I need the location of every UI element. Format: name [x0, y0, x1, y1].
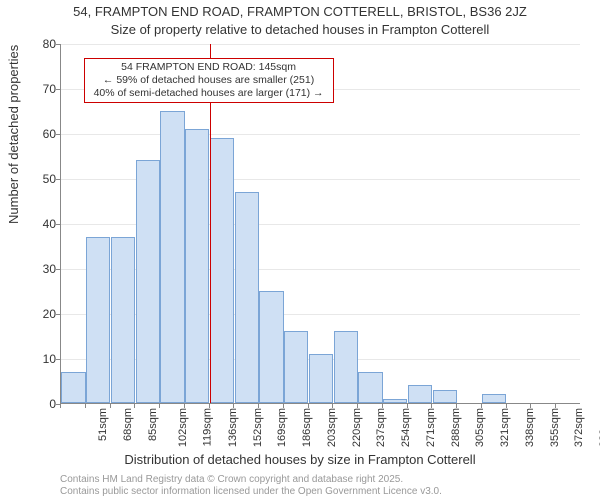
x-tick-label: 321sqm: [499, 408, 511, 447]
x-tick-mark: [332, 404, 333, 408]
histogram-bar: [309, 354, 333, 404]
histogram-bar: [284, 331, 308, 403]
gridline: [61, 134, 580, 135]
histogram-bar: [160, 111, 184, 404]
annot-line-property: 54 FRAMPTON END ROAD: 145sqm: [89, 61, 329, 74]
histogram-bar: [61, 372, 85, 404]
x-tick-mark: [209, 404, 210, 408]
x-tick-label: 372sqm: [574, 408, 586, 447]
histogram-bar: [185, 129, 209, 404]
y-tick-mark: [56, 359, 60, 360]
histogram-bar: [408, 385, 432, 403]
x-tick-mark: [382, 404, 383, 408]
x-tick-mark: [506, 404, 507, 408]
chart-title-address: 54, FRAMPTON END ROAD, FRAMPTON COTTEREL…: [0, 4, 600, 19]
histogram-bar: [210, 138, 234, 404]
x-tick-mark: [110, 404, 111, 408]
x-tick-mark: [159, 404, 160, 408]
histogram-bar: [433, 390, 457, 404]
y-tick-mark: [56, 269, 60, 270]
x-tick-label: 119sqm: [201, 408, 213, 446]
x-tick-label: 51sqm: [97, 408, 109, 441]
x-axis-label: Distribution of detached houses by size …: [0, 452, 600, 467]
x-tick-mark: [431, 404, 432, 408]
y-tick-mark: [56, 179, 60, 180]
y-tick-label: 0: [34, 397, 56, 411]
y-tick-label: 70: [34, 82, 56, 96]
x-tick-mark: [60, 404, 61, 408]
footer-line-1: Contains HM Land Registry data © Crown c…: [60, 474, 403, 486]
x-tick-label: 203sqm: [326, 408, 338, 447]
chart-title-subtitle: Size of property relative to detached ho…: [0, 22, 600, 37]
histogram-bar: [334, 331, 358, 403]
x-tick-mark: [456, 404, 457, 408]
y-tick-mark: [56, 89, 60, 90]
x-tick-mark: [357, 404, 358, 408]
x-tick-label: 68sqm: [122, 408, 134, 441]
x-tick-mark: [530, 404, 531, 408]
histogram-bar: [111, 237, 135, 404]
histogram-bar: [259, 291, 283, 404]
x-tick-mark: [134, 404, 135, 408]
x-tick-label: 136sqm: [227, 408, 239, 447]
y-tick-mark: [56, 224, 60, 225]
y-tick-label: 20: [34, 307, 56, 321]
y-tick-label: 30: [34, 262, 56, 276]
x-tick-label: 220sqm: [351, 408, 363, 447]
histogram-bar: [136, 160, 160, 403]
histogram-bar: [383, 399, 407, 404]
y-tick-label: 40: [34, 217, 56, 231]
x-tick-label: 169sqm: [276, 408, 288, 447]
x-tick-mark: [233, 404, 234, 408]
annot-line-smaller: ← 59% of detached houses are smaller (25…: [89, 74, 329, 87]
x-tick-mark: [407, 404, 408, 408]
x-tick-label: 186sqm: [301, 408, 313, 447]
gridline: [61, 44, 580, 45]
x-tick-label: 237sqm: [376, 408, 388, 447]
footer-line-2: Contains public sector information licen…: [60, 486, 442, 498]
x-tick-label: 271sqm: [425, 408, 437, 447]
marker-annotation-box: 54 FRAMPTON END ROAD: 145sqm ← 59% of de…: [84, 58, 334, 103]
y-tick-mark: [56, 44, 60, 45]
x-tick-label: 305sqm: [475, 408, 487, 447]
x-tick-mark: [283, 404, 284, 408]
x-tick-label: 355sqm: [549, 408, 561, 447]
x-tick-mark: [308, 404, 309, 408]
x-tick-mark: [85, 404, 86, 408]
histogram-bar: [86, 237, 110, 404]
x-tick-label: 288sqm: [450, 408, 462, 447]
x-tick-label: 152sqm: [252, 408, 264, 447]
y-tick-label: 50: [34, 172, 56, 186]
y-axis-label: Number of detached properties: [6, 45, 21, 224]
histogram-bar: [482, 394, 506, 403]
x-tick-mark: [481, 404, 482, 408]
x-tick-label: 85sqm: [147, 408, 159, 441]
annot-line-larger: 40% of semi-detached houses are larger (…: [89, 87, 329, 100]
x-tick-mark: [184, 404, 185, 408]
y-tick-label: 10: [34, 352, 56, 366]
x-tick-label: 338sqm: [524, 408, 536, 447]
x-tick-mark: [555, 404, 556, 408]
x-tick-label: 102sqm: [177, 408, 189, 447]
histogram-bar: [235, 192, 259, 404]
y-tick-mark: [56, 314, 60, 315]
y-tick-mark: [56, 134, 60, 135]
x-tick-mark: [258, 404, 259, 408]
histogram-bar: [358, 372, 382, 404]
y-tick-label: 60: [34, 127, 56, 141]
y-tick-label: 80: [34, 37, 56, 51]
x-tick-label: 254sqm: [400, 408, 412, 447]
